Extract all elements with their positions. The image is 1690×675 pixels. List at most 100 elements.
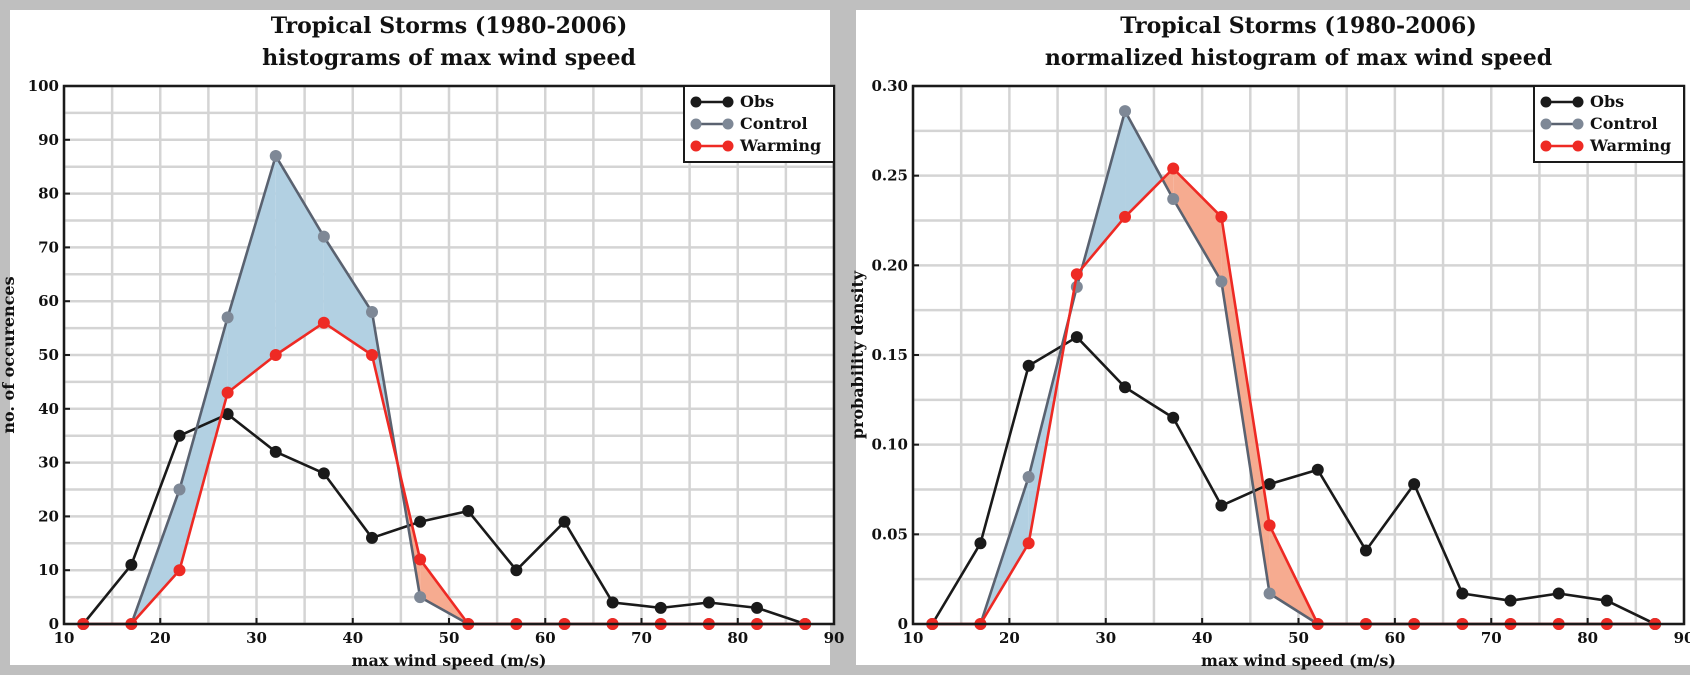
x-tick-label: 90 bbox=[1674, 629, 1690, 647]
y-tick-label: 40 bbox=[38, 400, 59, 418]
chart-1: 10 20 30 40 50 60 70 80 900102030405060708090100… bbox=[0, 10, 844, 670]
y-tick-label: 0.20 bbox=[871, 256, 908, 274]
chart-subtitle: histograms of max wind speed bbox=[262, 45, 636, 71]
y-tick-label: 0.10 bbox=[871, 436, 908, 454]
x-tick-label: 40 bbox=[1192, 629, 1213, 647]
data-point-control bbox=[1023, 471, 1034, 482]
legend-swatch-marker bbox=[723, 119, 734, 130]
y-tick-label: 10 bbox=[38, 561, 59, 579]
legend-swatch-marker bbox=[1573, 141, 1584, 152]
legend-label: Warming bbox=[739, 136, 821, 155]
data-point-control bbox=[318, 231, 329, 242]
data-point-obs bbox=[1168, 412, 1179, 423]
data-point-obs bbox=[1312, 464, 1323, 475]
data-point-obs bbox=[511, 565, 522, 576]
data-point-obs bbox=[126, 559, 137, 570]
legend-label: Warming bbox=[1589, 136, 1671, 155]
y-tick-label: 0 bbox=[49, 615, 59, 633]
y-tick-label: 60 bbox=[38, 292, 59, 310]
y-tick-label: 70 bbox=[38, 238, 59, 256]
data-point-obs bbox=[318, 468, 329, 479]
y-tick-label: 100 bbox=[28, 77, 59, 95]
x-tick-label: 50 bbox=[439, 629, 460, 647]
data-point-control bbox=[1264, 588, 1275, 599]
data-point-obs bbox=[1216, 500, 1227, 511]
y-tick-label: 0.25 bbox=[871, 167, 908, 185]
legend-swatch-marker bbox=[1573, 97, 1584, 108]
x-axis-label: max wind speed (m/s) bbox=[1201, 651, 1396, 670]
data-point-obs bbox=[367, 532, 378, 543]
x-tick-label: 50 bbox=[1288, 629, 1309, 647]
y-tick-label: 0.15 bbox=[871, 346, 908, 364]
legend-swatch-marker bbox=[723, 141, 734, 152]
data-point-obs bbox=[752, 602, 763, 613]
y-tick-label: 0.05 bbox=[871, 525, 908, 543]
chart-title: Tropical Storms (1980-2006) bbox=[1120, 13, 1477, 39]
data-point-obs bbox=[703, 597, 714, 608]
data-point-obs bbox=[975, 538, 986, 549]
data-point-warming bbox=[1023, 538, 1034, 549]
data-point-control bbox=[415, 592, 426, 603]
y-tick-label: 50 bbox=[38, 346, 59, 364]
data-point-warming bbox=[1216, 211, 1227, 222]
data-point-warming bbox=[1120, 211, 1131, 222]
data-point-control bbox=[367, 306, 378, 317]
legend-swatch-marker bbox=[1541, 97, 1552, 108]
x-tick-label: 60 bbox=[1384, 629, 1405, 647]
data-point-control bbox=[270, 150, 281, 161]
data-point-control bbox=[1120, 106, 1131, 117]
x-tick-label: 70 bbox=[631, 629, 652, 647]
x-tick-label: 20 bbox=[999, 629, 1020, 647]
data-point-obs bbox=[1120, 382, 1131, 393]
data-point-obs bbox=[1409, 479, 1420, 490]
y-tick-label: 0.30 bbox=[871, 77, 908, 95]
legend-swatch-marker bbox=[691, 97, 702, 108]
x-tick-label: 30 bbox=[246, 629, 267, 647]
x-axis-label: max wind speed (m/s) bbox=[352, 651, 547, 670]
x-tick-label: 30 bbox=[1095, 629, 1116, 647]
legend-label: Obs bbox=[1590, 92, 1624, 111]
data-point-warming bbox=[318, 317, 329, 328]
y-tick-label: 30 bbox=[38, 454, 59, 472]
legend-label: Control bbox=[1590, 114, 1658, 133]
legend-label: Control bbox=[740, 114, 808, 133]
legend: Obs Control Warming bbox=[1534, 86, 1684, 162]
data-point-control bbox=[174, 484, 185, 495]
x-tick-label: 60 bbox=[535, 629, 556, 647]
legend-swatch-marker bbox=[723, 97, 734, 108]
data-point-obs bbox=[1505, 595, 1516, 606]
data-point-obs bbox=[415, 516, 426, 527]
data-point-obs bbox=[1264, 479, 1275, 490]
legend-swatch-marker bbox=[691, 141, 702, 152]
x-tick-label: 40 bbox=[342, 629, 363, 647]
data-point-obs bbox=[559, 516, 570, 527]
data-point-obs bbox=[655, 602, 666, 613]
data-point-warming bbox=[1264, 520, 1275, 531]
data-point-warming bbox=[270, 350, 281, 361]
legend-swatch-marker bbox=[691, 119, 702, 130]
data-point-warming bbox=[367, 350, 378, 361]
x-tick-label: 80 bbox=[1577, 629, 1598, 647]
data-point-warming bbox=[222, 387, 233, 398]
data-point-warming bbox=[415, 554, 426, 565]
data-point-obs bbox=[174, 430, 185, 441]
legend-swatch-marker bbox=[1573, 119, 1584, 130]
legend: Obs Control Warming bbox=[684, 86, 834, 162]
x-tick-label: 20 bbox=[150, 629, 171, 647]
legend-swatch-marker bbox=[1541, 119, 1552, 130]
y-axis-label: probability density bbox=[848, 270, 867, 439]
y-axis-label: no. of occurences bbox=[0, 276, 18, 433]
data-point-obs bbox=[1457, 588, 1468, 599]
data-point-obs bbox=[607, 597, 618, 608]
data-point-obs bbox=[1360, 545, 1371, 556]
chart-2: 10 20 30 40 50 60 70 80 9000.050.100.150.200.250… bbox=[848, 10, 1690, 670]
data-point-control bbox=[1168, 193, 1179, 204]
data-point-warming bbox=[1168, 163, 1179, 174]
y-tick-label: 0 bbox=[898, 615, 908, 633]
y-tick-label: 80 bbox=[38, 185, 59, 203]
y-tick-label: 20 bbox=[38, 507, 59, 525]
data-point-control bbox=[1216, 276, 1227, 287]
data-point-obs bbox=[1071, 332, 1082, 343]
